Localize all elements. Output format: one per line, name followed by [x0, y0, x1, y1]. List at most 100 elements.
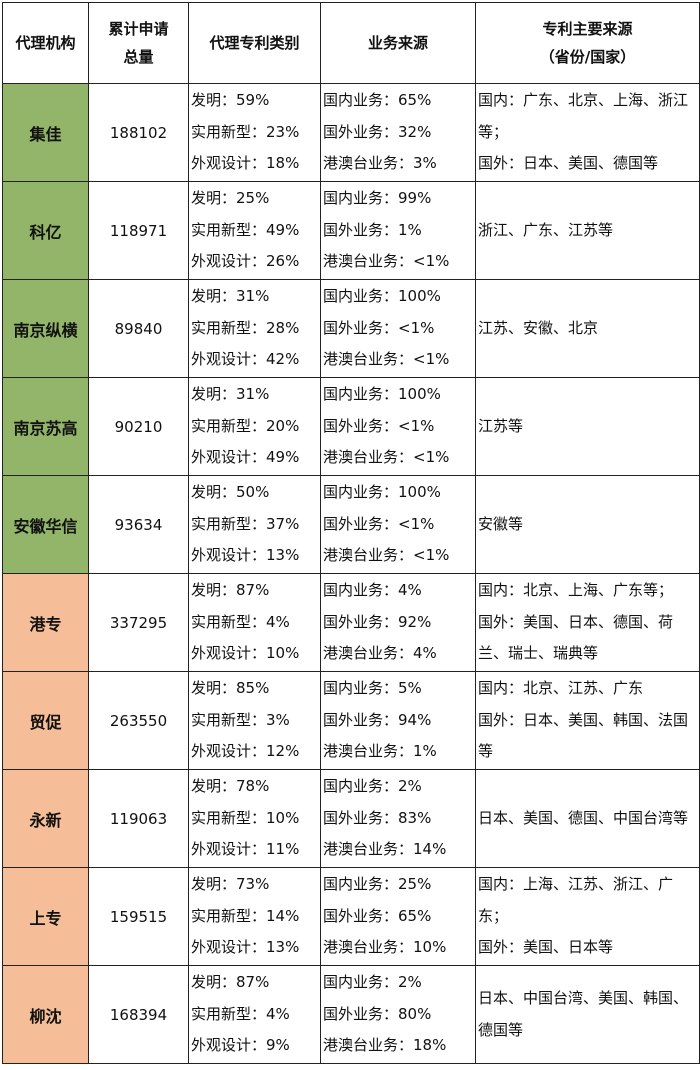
business-line: 国内业务：4%: [323, 581, 422, 600]
agency-name-cell: 贸促: [2, 671, 89, 770]
origin-line: 浙江、广东、江苏等: [478, 220, 614, 239]
business-source-cell: 国内业务：25% 国外业务：65% 港澳台业务：10%: [320, 867, 476, 966]
origin-line: 江苏等: [478, 416, 524, 435]
agency-name-cell: 港专: [2, 573, 89, 672]
total-applications-cell: 118971: [88, 181, 189, 280]
patent-origin-cell: 浙江、广东、江苏等: [475, 181, 700, 280]
patent-origin-cell: 国内：上海、江苏、浙江、广东； 国外：美国、日本等: [475, 867, 700, 966]
agency-name-cell: 南京纵横: [2, 279, 89, 378]
category-line: 外观设计：10%: [191, 644, 300, 663]
total-applications-cell: 93634: [88, 475, 189, 574]
business-source-cell: 国内业务：100% 国外业务：<1% 港澳台业务：<1%: [320, 279, 476, 378]
table-row: 上专 159515 发明：73% 实用新型：14% 外观设计：13% 国内业务：25% 国外…: [2, 867, 700, 966]
category-line: 外观设计：9%: [191, 1036, 290, 1055]
category-line: 实用新型：10%: [191, 808, 300, 827]
patent-origin-cell: 国内：北京、上海、广东等； 国外：美国、日本、德国、荷兰、瑞士、瑞典等: [475, 573, 700, 672]
business-line: 国外业务：<1%: [323, 514, 435, 533]
category-line: 外观设计：12%: [191, 742, 300, 761]
business-line: 国外业务：80%: [323, 1004, 432, 1023]
patent-category-cell: 发明：25% 实用新型：49% 外观设计：26%: [188, 181, 321, 280]
header-category: 代理专利类别: [188, 2, 321, 84]
business-source-cell: 国内业务：2% 国外业务：83% 港澳台业务：14%: [320, 769, 476, 868]
agency-name-cell: 科亿: [2, 181, 89, 280]
patent-category-cell: 发明：85% 实用新型：3% 外观设计：12%: [188, 671, 321, 770]
category-line: 发明：73%: [191, 875, 270, 894]
total-applications-cell: 90210: [88, 377, 189, 476]
table-row: 集佳 188102 发明：59% 实用新型：23% 外观设计：18% 国内业务：65% 国外…: [2, 83, 700, 182]
patent-category-cell: 发明：87% 实用新型：4% 外观设计：9%: [188, 965, 321, 1064]
business-source-cell: 国内业务：99% 国外业务：1% 港澳台业务：<1%: [320, 181, 476, 280]
patent-category-cell: 发明：50% 实用新型：37% 外观设计：13%: [188, 475, 321, 574]
business-line: 国外业务：92%: [323, 612, 432, 631]
category-line: 外观设计：13%: [191, 546, 300, 565]
business-line: 国内业务：99%: [323, 189, 432, 208]
business-line: 港澳台业务：1%: [323, 742, 437, 761]
total-applications-cell: 337295: [88, 573, 189, 672]
business-line: 国内业务：100%: [323, 385, 441, 404]
category-line: 发明：87%: [191, 973, 270, 992]
table-row: 永新 119063 发明：78% 实用新型：10% 外观设计：11% 国内业务：2% 国外业…: [2, 769, 700, 868]
category-line: 发明：50%: [191, 483, 270, 502]
total-applications-cell: 89840: [88, 279, 189, 378]
total-applications-cell: 159515: [88, 867, 189, 966]
business-line: 国内业务：5%: [323, 679, 422, 698]
business-line: 港澳台业务：4%: [323, 644, 437, 663]
agency-name-cell: 南京苏高: [2, 377, 89, 476]
total-applications-cell: 168394: [88, 965, 189, 1064]
patent-category-cell: 发明：31% 实用新型：20% 外观设计：49%: [188, 377, 321, 476]
business-line: 港澳台业务：<1%: [323, 350, 450, 369]
business-line: 国内业务：100%: [323, 483, 441, 502]
business-line: 港澳台业务：3%: [323, 154, 437, 173]
origin-line: 国外：美国、日本等: [478, 938, 614, 957]
patent-origin-cell: 安徽等: [475, 475, 700, 574]
business-line: 港澳台业务：14%: [323, 840, 447, 859]
table-row: 科亿 118971 发明：25% 实用新型：49% 外观设计：26% 国内业务：99% 国外…: [2, 181, 700, 280]
business-source-cell: 国内业务：65% 国外业务：32% 港澳台业务：3%: [320, 83, 476, 182]
patent-origin-cell: 江苏等: [475, 377, 700, 476]
header-source-line1: 专利主要来源: [542, 20, 633, 38]
origin-line: 国内：北京、上海、广东等；: [478, 581, 674, 600]
business-line: 港澳台业务：18%: [323, 1036, 447, 1055]
category-line: 外观设计：49%: [191, 448, 300, 467]
patent-category-cell: 发明：78% 实用新型：10% 外观设计：11%: [188, 769, 321, 868]
total-applications-cell: 119063: [88, 769, 189, 868]
origin-line: 国外：日本、美国、德国等: [478, 154, 659, 173]
category-line: 外观设计：11%: [191, 840, 300, 859]
category-line: 发明：85%: [191, 679, 270, 698]
origin-line: 日本、中国台湾、美国、韩国、德国等: [478, 989, 689, 1039]
business-line: 国外业务：1%: [323, 220, 422, 239]
business-line: 港澳台业务：<1%: [323, 546, 450, 565]
origin-line: 国外：美国、日本、德国、荷兰、瑞士、瑞典等: [478, 612, 674, 663]
agency-name-cell: 安徽华信: [2, 475, 89, 574]
business-line: 国内业务：65%: [323, 91, 432, 110]
business-line: 国外业务：<1%: [323, 416, 435, 435]
patent-category-cell: 发明：73% 实用新型：14% 外观设计：13%: [188, 867, 321, 966]
category-line: 实用新型：49%: [191, 220, 300, 239]
patent-origin-cell: 江苏、安徽、北京: [475, 279, 700, 378]
origin-line: 安徽等: [478, 514, 524, 533]
business-line: 国外业务：94%: [323, 710, 432, 729]
origin-line: 国内：上海、江苏、浙江、广东；: [478, 875, 674, 925]
category-line: 发明：25%: [191, 189, 270, 208]
patent-category-cell: 发明：31% 实用新型：28% 外观设计：42%: [188, 279, 321, 378]
business-source-cell: 国内业务：100% 国外业务：<1% 港澳台业务：<1%: [320, 377, 476, 476]
category-line: 发明：78%: [191, 777, 270, 796]
category-line: 发明：87%: [191, 581, 270, 600]
category-line: 外观设计：13%: [191, 938, 300, 957]
category-line: 实用新型：20%: [191, 416, 300, 435]
patent-origin-cell: 日本、中国台湾、美国、韩国、德国等: [475, 965, 700, 1064]
patent-category-cell: 发明：59% 实用新型：23% 外观设计：18%: [188, 83, 321, 182]
header-business: 业务来源: [320, 2, 476, 84]
category-line: 发明：59%: [191, 91, 270, 110]
category-line: 实用新型：4%: [191, 1004, 290, 1023]
origin-line: 国内：北京、江苏、广东: [478, 679, 644, 698]
patent-origin-cell: 国内：广东、北京、上海、浙江等； 国外：日本、美国、德国等: [475, 83, 700, 182]
category-line: 实用新型：37%: [191, 514, 300, 533]
origin-line: 国外：日本、美国、韩国、法国等: [478, 710, 689, 761]
category-line: 实用新型：3%: [191, 710, 290, 729]
business-line: 国内业务：2%: [323, 777, 422, 796]
category-line: 外观设计：18%: [191, 154, 300, 173]
business-line: 港澳台业务：<1%: [323, 252, 450, 271]
business-source-cell: 国内业务：2% 国外业务：80% 港澳台业务：18%: [320, 965, 476, 1064]
